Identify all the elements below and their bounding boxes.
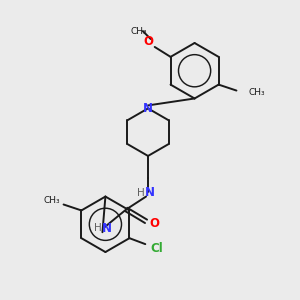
Text: N: N bbox=[145, 186, 155, 199]
Text: CH₃: CH₃ bbox=[130, 27, 147, 36]
Text: H: H bbox=[137, 188, 145, 198]
Text: H: H bbox=[94, 223, 101, 233]
Text: N: N bbox=[101, 222, 111, 235]
Text: N: N bbox=[143, 102, 153, 115]
Text: O: O bbox=[144, 34, 154, 47]
Text: Cl: Cl bbox=[151, 242, 164, 255]
Text: O: O bbox=[149, 217, 159, 230]
Text: CH₃: CH₃ bbox=[44, 196, 60, 205]
Text: CH₃: CH₃ bbox=[248, 88, 265, 97]
